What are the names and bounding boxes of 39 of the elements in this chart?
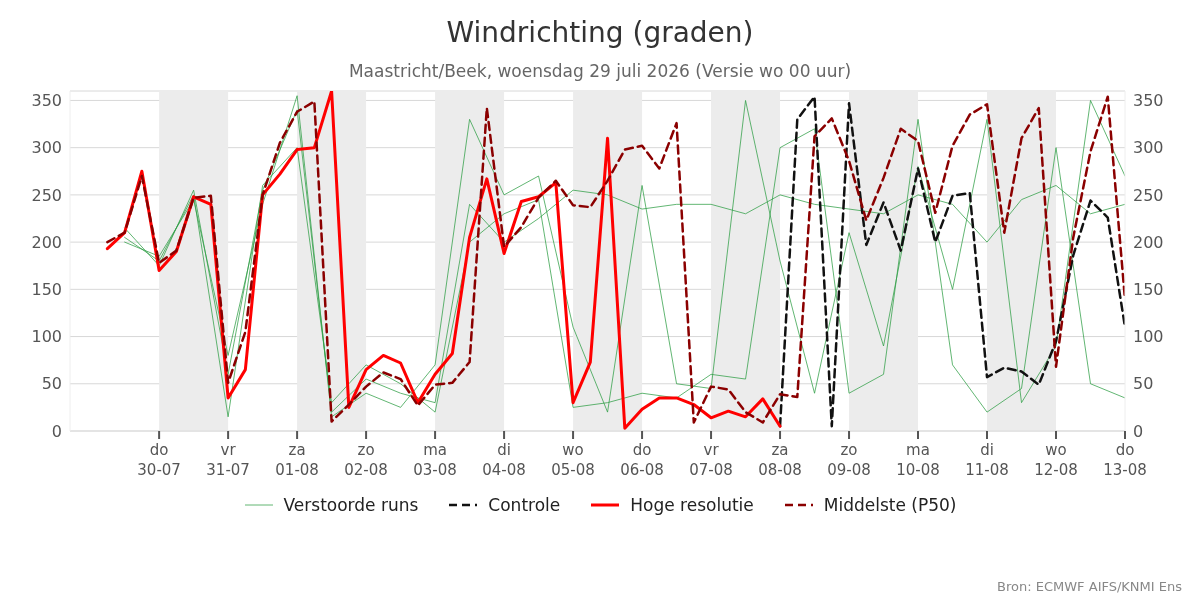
text: Bron: ECMWF AIFS/KNMI Ens	[997, 579, 1182, 594]
y2-tick-label: 350	[1133, 91, 1164, 111]
chart-subtitle: Maastricht/Beek, woensdag 29 juli 2026 (Versie wo 00 uur)	[347, 61, 853, 81]
x-tick-label: zo 02-08	[344, 441, 388, 479]
x-tick-label: wo 12-08	[1034, 441, 1078, 479]
x-tick-label: wo 05-08	[551, 441, 595, 479]
line-series	[778, 95, 1125, 428]
x-tick-label: do 30-07	[137, 441, 181, 479]
y-tick-label: 150	[31, 280, 62, 300]
x-tick-label: ma 10-08	[896, 441, 940, 479]
legend-label: Middelste (P50)	[823, 495, 957, 515]
x-tick-label: za 01-08	[275, 441, 319, 479]
y2-tick-label: 150	[1133, 280, 1164, 300]
legend-label: Hoge resolutie	[630, 495, 754, 515]
y2-tick-label: 250	[1133, 185, 1164, 205]
x-tick-label: di 11-08	[965, 441, 1009, 479]
y2-tick-label: 0	[1133, 421, 1144, 441]
x-tick-label: zo 09-08	[827, 441, 871, 479]
y-tick-label: 350	[31, 91, 62, 111]
legend-label: Controle	[488, 495, 561, 515]
y-tick-label: 100	[31, 327, 62, 347]
x-tick-label: za 08-08	[758, 441, 802, 479]
x-tick-label: ma 03-08	[413, 441, 457, 479]
y2-tick-label: 200	[1133, 232, 1164, 252]
legend-label: Verstoorde runs	[283, 495, 419, 515]
y-tick-label: 300	[31, 138, 62, 158]
x-tick-label: vr 07-08	[689, 441, 733, 479]
x-tick-label: vr 31-07	[206, 441, 250, 479]
x-tick-label: di 04-08	[482, 441, 526, 479]
x-tick-label: do 13-08	[1103, 441, 1147, 479]
y-tick-label: 0	[51, 421, 62, 441]
y2-tick-label: 100	[1133, 327, 1164, 347]
y-tick-label: 200	[31, 232, 62, 252]
y2-tick-label: 300	[1133, 138, 1164, 158]
y-tick-label: 50	[41, 374, 62, 394]
x-tick-label: do 06-08	[620, 441, 664, 479]
y2-tick-label: 50	[1133, 374, 1154, 394]
chart-title: Windrichting (graden)	[445, 16, 755, 49]
y-tick-label: 250	[31, 185, 62, 205]
